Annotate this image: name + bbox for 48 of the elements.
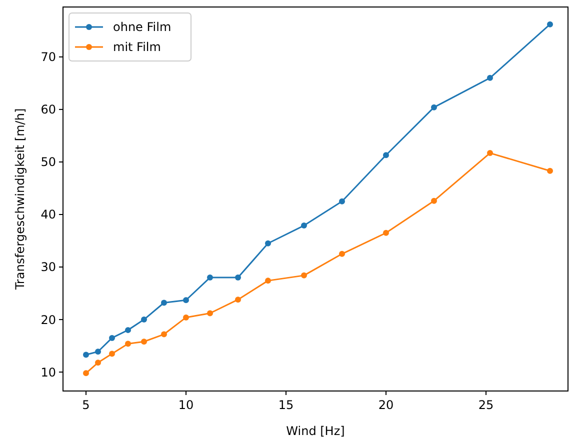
x-tick-label: 15 bbox=[278, 398, 294, 412]
point bbox=[125, 340, 131, 347]
point bbox=[161, 300, 167, 306]
legend-label: ohne Film bbox=[113, 20, 172, 34]
point bbox=[547, 168, 553, 174]
y-tick-label: 30 bbox=[40, 260, 56, 274]
point bbox=[83, 352, 89, 358]
y-tick-label: 50 bbox=[40, 155, 56, 170]
x-tick-label: 5 bbox=[82, 398, 90, 412]
point bbox=[383, 230, 389, 236]
point bbox=[183, 297, 189, 304]
point bbox=[383, 152, 389, 158]
y-tick-label: 40 bbox=[40, 208, 56, 222]
legend-label: mit Film bbox=[113, 40, 161, 54]
y-tick-label: 20 bbox=[40, 312, 56, 327]
point bbox=[547, 21, 553, 28]
point bbox=[431, 104, 437, 110]
point bbox=[431, 198, 437, 204]
x-tick-label: 20 bbox=[378, 398, 394, 412]
point bbox=[141, 338, 147, 345]
point bbox=[95, 360, 101, 366]
point bbox=[339, 198, 345, 204]
point bbox=[301, 222, 307, 229]
point bbox=[141, 316, 147, 323]
point bbox=[339, 250, 345, 257]
point bbox=[183, 314, 189, 320]
point bbox=[265, 240, 271, 246]
point bbox=[207, 310, 213, 316]
y-axis-title: Transfergeschwindigkeit [m/h] bbox=[13, 108, 27, 291]
y-tick-label: 70 bbox=[40, 50, 56, 64]
point bbox=[235, 274, 241, 281]
x-tick-label: 25 bbox=[478, 398, 494, 412]
point bbox=[95, 348, 101, 355]
point bbox=[207, 274, 213, 281]
point bbox=[125, 327, 131, 334]
x-axis-title: Wind [Hz] bbox=[286, 424, 345, 438]
y-tick-label: 10 bbox=[40, 365, 56, 380]
point bbox=[487, 150, 493, 156]
point bbox=[487, 74, 493, 81]
point bbox=[161, 331, 167, 338]
point bbox=[83, 370, 89, 376]
point bbox=[265, 278, 271, 284]
point bbox=[109, 334, 115, 341]
y-tick-label: 60 bbox=[40, 102, 56, 117]
point bbox=[235, 296, 241, 303]
point bbox=[301, 272, 307, 278]
x-tick-label: 10 bbox=[178, 398, 194, 412]
point bbox=[109, 350, 115, 357]
